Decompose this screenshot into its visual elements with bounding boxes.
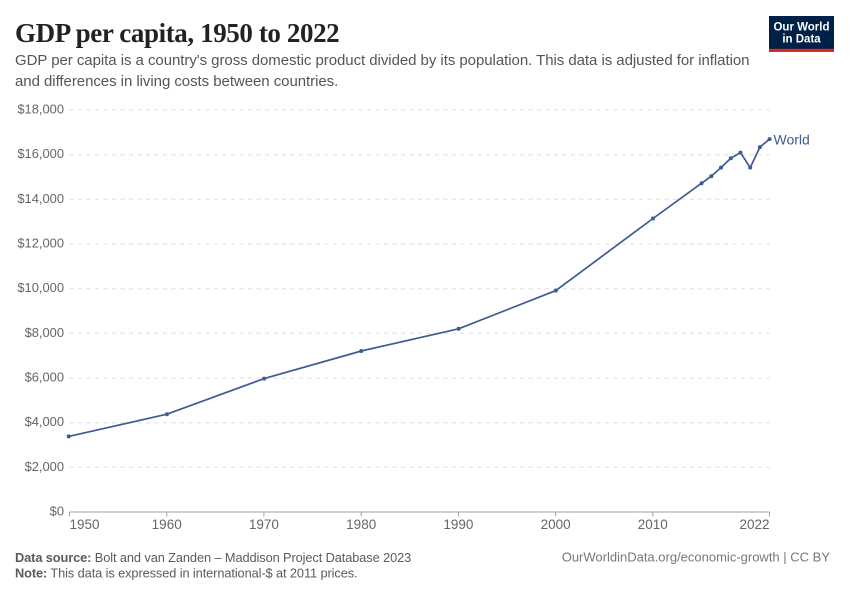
svg-text:$2,000: $2,000 — [25, 459, 64, 474]
svg-text:$12,000: $12,000 — [17, 236, 64, 251]
svg-text:Our World: Our World — [773, 21, 829, 33]
svg-text:GDP per capita, 1950 to 2022: GDP per capita, 1950 to 2022 — [15, 18, 339, 48]
svg-text:$14,000: $14,000 — [17, 191, 64, 206]
svg-text:OurWorldinData.org/economic-gr: OurWorldinData.org/economic-growth | CC … — [562, 550, 831, 565]
svg-text:GDP per capita is a country's: GDP per capita is a country's gross dome… — [15, 52, 749, 69]
svg-text:$10,000: $10,000 — [17, 280, 64, 295]
svg-text:1980: 1980 — [346, 517, 376, 532]
svg-text:$8,000: $8,000 — [25, 325, 64, 340]
svg-text:$6,000: $6,000 — [25, 370, 64, 385]
svg-text:Data source: Bolt and van Zand: Data source: Bolt and van Zanden – Maddi… — [15, 550, 411, 565]
svg-text:$16,000: $16,000 — [17, 146, 64, 161]
svg-text:$0: $0 — [50, 504, 64, 519]
svg-text:and differences in living cost: and differences in living costs between … — [15, 73, 338, 90]
svg-text:2022: 2022 — [739, 517, 769, 532]
svg-text:World: World — [774, 131, 810, 147]
svg-text:2000: 2000 — [541, 517, 571, 532]
svg-text:1990: 1990 — [443, 517, 473, 532]
svg-text:1950: 1950 — [70, 517, 100, 532]
svg-text:Note: This data is expressed i: Note: This data is expressed in internat… — [15, 566, 357, 581]
svg-text:1970: 1970 — [249, 517, 279, 532]
svg-text:in Data: in Data — [782, 33, 821, 45]
svg-text:2010: 2010 — [638, 517, 668, 532]
svg-text:$4,000: $4,000 — [25, 414, 64, 429]
svg-text:$18,000: $18,000 — [17, 102, 64, 117]
svg-text:1960: 1960 — [152, 517, 182, 532]
